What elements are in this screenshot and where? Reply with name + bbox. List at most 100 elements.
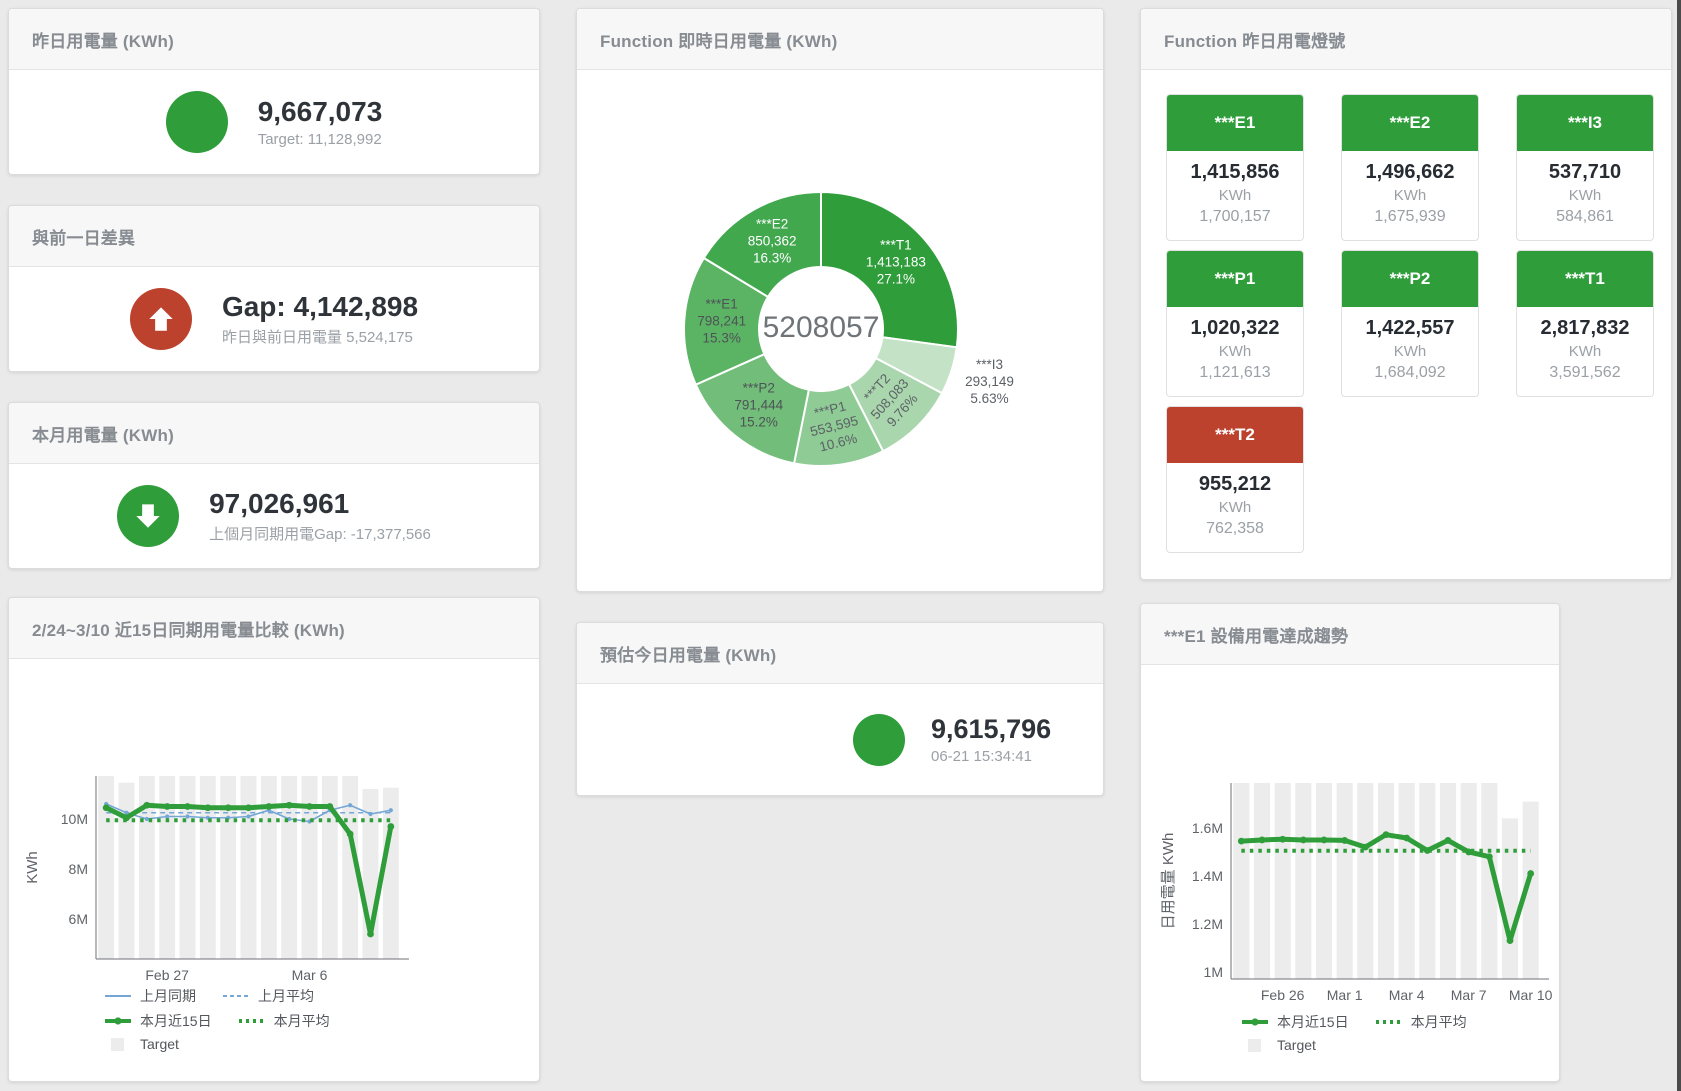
series-marker: [185, 814, 190, 819]
donut-slice-T1[interactable]: [820, 190, 959, 349]
target-bar: [1419, 783, 1436, 979]
x-tick-label: Mar 1: [1327, 987, 1363, 1003]
target-bar: [260, 776, 277, 959]
target-bar: [1295, 783, 1312, 979]
tile-value: 537,710: [1548, 161, 1622, 183]
tile-target-value: 1,675,939: [1374, 208, 1446, 225]
tile-target-value: 584,861: [1556, 208, 1614, 225]
legend-label: 本月平均: [273, 1013, 330, 1029]
series-marker: [184, 803, 191, 810]
tile-unit: KWh: [1218, 343, 1252, 360]
legend-swatch: [111, 1038, 124, 1051]
donut-label-I3: ***I3 293,149 5.63%: [965, 357, 1014, 406]
card-yesterday-usage: 昨日用電量 (KWh) 9,667,073 Target: 11,128,992: [8, 8, 540, 175]
card-diff-prev-day: 與前一日差異 Gap: 4,142,898 昨日與前日用電量 5,524,175: [8, 205, 540, 372]
series-marker: [144, 816, 149, 822]
stat-subtitle: Target: 11,128,992: [257, 131, 382, 149]
tile-unit: KWh: [1568, 187, 1602, 204]
tile-value: 955,212: [1198, 473, 1272, 495]
legend-item-Target[interactable]: Target: [104, 1036, 179, 1052]
tile-target-value: 3,591,562: [1549, 364, 1621, 381]
series-marker: [1485, 853, 1493, 861]
target-bar: [1315, 783, 1333, 979]
light-tile-P1: ***P1 1,020,322 KWh 1,121,613: [1166, 250, 1304, 397]
card-15day-compare-chart: 2/24~3/10 近15日同期用電量比較 (KWh) 6M 8M 10M Feb 2…: [8, 597, 540, 1082]
target-bar: [220, 776, 237, 959]
tile-body: 2,817,832 KWh 3,591,562: [1517, 307, 1653, 384]
x-tick-label: Mar 10: [1509, 987, 1553, 1003]
tile-target-value: 1,700,157: [1199, 208, 1271, 225]
legend-item-上月平均[interactable]: 上月平均: [222, 986, 314, 1006]
y-tick-label: 6M: [69, 911, 88, 927]
y-tick-label: 8M: [69, 861, 88, 877]
y-tick-label: 1.2M: [1192, 916, 1223, 932]
tile-unit: KWh: [1393, 343, 1427, 360]
card-realtime-donut: Function 即時日用電量 (KWh) ***T1 1,413,183 27.1…: [576, 8, 1104, 592]
y-tick-label: 1.6M: [1192, 820, 1223, 836]
series-marker: [102, 804, 110, 812]
series-marker: [1506, 937, 1514, 945]
series-marker: [388, 808, 393, 813]
legend-label: Target: [140, 1036, 179, 1052]
tile-status-header: ***E2: [1342, 95, 1478, 151]
target-bar: [1253, 783, 1271, 979]
series-marker: [1444, 837, 1452, 844]
target-bar: [1377, 783, 1395, 979]
legend-item-本月近15日[interactable]: 本月近15日: [1241, 1012, 1349, 1032]
stat-value: Gap: 4,142,898: [221, 290, 419, 322]
series-marker: [1403, 834, 1411, 842]
y-tick-label: 1.4M: [1192, 868, 1223, 884]
lights-tiles: ***E1 1,415,856 KWh 1,700,157 ***E2 1,496,662…: [1166, 94, 1671, 553]
legend-item-本月近15日[interactable]: 本月近15日: [104, 1011, 212, 1031]
stat-subtitle: 昨日與前日用電量 5,524,175: [221, 329, 413, 347]
card-header: 預估今日用電量 (KWh): [577, 623, 1103, 684]
card-header: 昨日用電量 (KWh): [9, 9, 539, 70]
legend-swatch: [1248, 1039, 1261, 1052]
legend-item-本月平均[interactable]: 本月平均: [238, 1011, 330, 1031]
tile-body: 1,422,557 KWh 1,684,092: [1342, 307, 1478, 384]
legend-item-本月平均[interactable]: 本月平均: [1375, 1012, 1467, 1032]
tile-target-value: 762,358: [1206, 520, 1264, 537]
tile-body: 537,710 KWh 584,861: [1517, 151, 1653, 228]
target-bar: [159, 776, 176, 959]
tile-value: 1,422,557: [1365, 317, 1455, 339]
target-bar: [1398, 783, 1415, 979]
legend-label: 上月平均: [258, 988, 314, 1004]
tile-status-header: ***E1: [1167, 95, 1303, 151]
series-marker: [246, 814, 251, 819]
donut-label-T1: ***T1 1,413,183 27.1%: [866, 238, 926, 287]
x-tick-label: Feb 26: [1261, 987, 1305, 1003]
scrollbar[interactable]: [1677, 0, 1681, 1091]
series-marker: [165, 814, 170, 819]
legend-item-上月同期[interactable]: 上月同期: [104, 986, 196, 1006]
card-title: 昨日用電量 (KWh): [32, 31, 174, 51]
stat-body: 9,667,073 Target: 11,128,992: [9, 70, 539, 174]
tile-status-header: ***T2: [1167, 407, 1303, 463]
legend-item-Target[interactable]: Target: [1241, 1037, 1316, 1053]
tile-value: 1,020,322: [1190, 317, 1280, 339]
legend-label: 本月近15日: [140, 1013, 212, 1029]
legend-swatch: [105, 995, 131, 997]
target-bar: [382, 787, 399, 959]
series-marker: [346, 830, 354, 838]
donut-slice-E2[interactable]: [702, 190, 822, 299]
target-bar: [1336, 783, 1353, 979]
tile-status-header: ***I3: [1517, 95, 1653, 151]
legend-label: 本月平均: [1410, 1014, 1467, 1030]
series-marker: [1258, 836, 1266, 844]
card-e1-trend-chart: ***E1 設備用電達成趨勢 1M 1.2M 1.4M 1.6M Feb 26 Mar 1…: [1140, 603, 1560, 1082]
series-marker: [1527, 870, 1535, 877]
series-marker: [348, 803, 353, 808]
tile-target-value: 1,684,092: [1374, 364, 1446, 381]
card-title: Function 昨日用電燈號: [1164, 31, 1346, 51]
target-bar: [321, 776, 338, 959]
target-bar: [199, 776, 216, 959]
card-header: Function 昨日用電燈號: [1141, 9, 1671, 70]
x-tick-label: Feb 27: [145, 967, 189, 983]
tile-target-value: 1,121,613: [1199, 364, 1271, 381]
series-marker: [306, 803, 313, 810]
light-tile-T1: ***T1 2,817,832 KWh 3,591,562: [1516, 250, 1654, 397]
stat-value: 9,615,796: [931, 713, 1052, 744]
light-tile-P2: ***P2 1,422,557 KWh 1,684,092: [1341, 250, 1479, 397]
y-tick-label: 10M: [61, 811, 88, 827]
